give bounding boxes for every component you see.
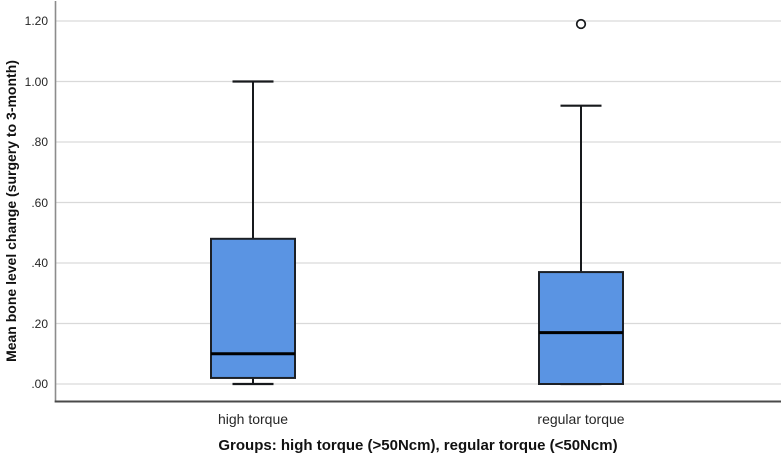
y-tick-label: .00 <box>31 377 48 391</box>
y-tick-label: .40 <box>31 256 48 270</box>
boxplot-box <box>538 271 624 386</box>
boxplot-box <box>210 237 296 379</box>
x-category-label: high torque <box>217 411 289 427</box>
x-axis-title: Groups: high torque (>50Ncm), regular to… <box>218 437 618 454</box>
x-category-label: regular torque <box>537 411 625 427</box>
y-tick-label: 1.00 <box>24 74 48 89</box>
outlier-point <box>575 18 587 30</box>
y-tick-label: .20 <box>31 316 48 331</box>
y-tick-label: .80 <box>31 135 48 149</box>
y-tick-label: .60 <box>31 195 48 210</box>
y-tick-label: 1.20 <box>24 14 48 28</box>
y-axis-title: Mean bone level change (surgery to 3-mon… <box>3 60 19 362</box>
